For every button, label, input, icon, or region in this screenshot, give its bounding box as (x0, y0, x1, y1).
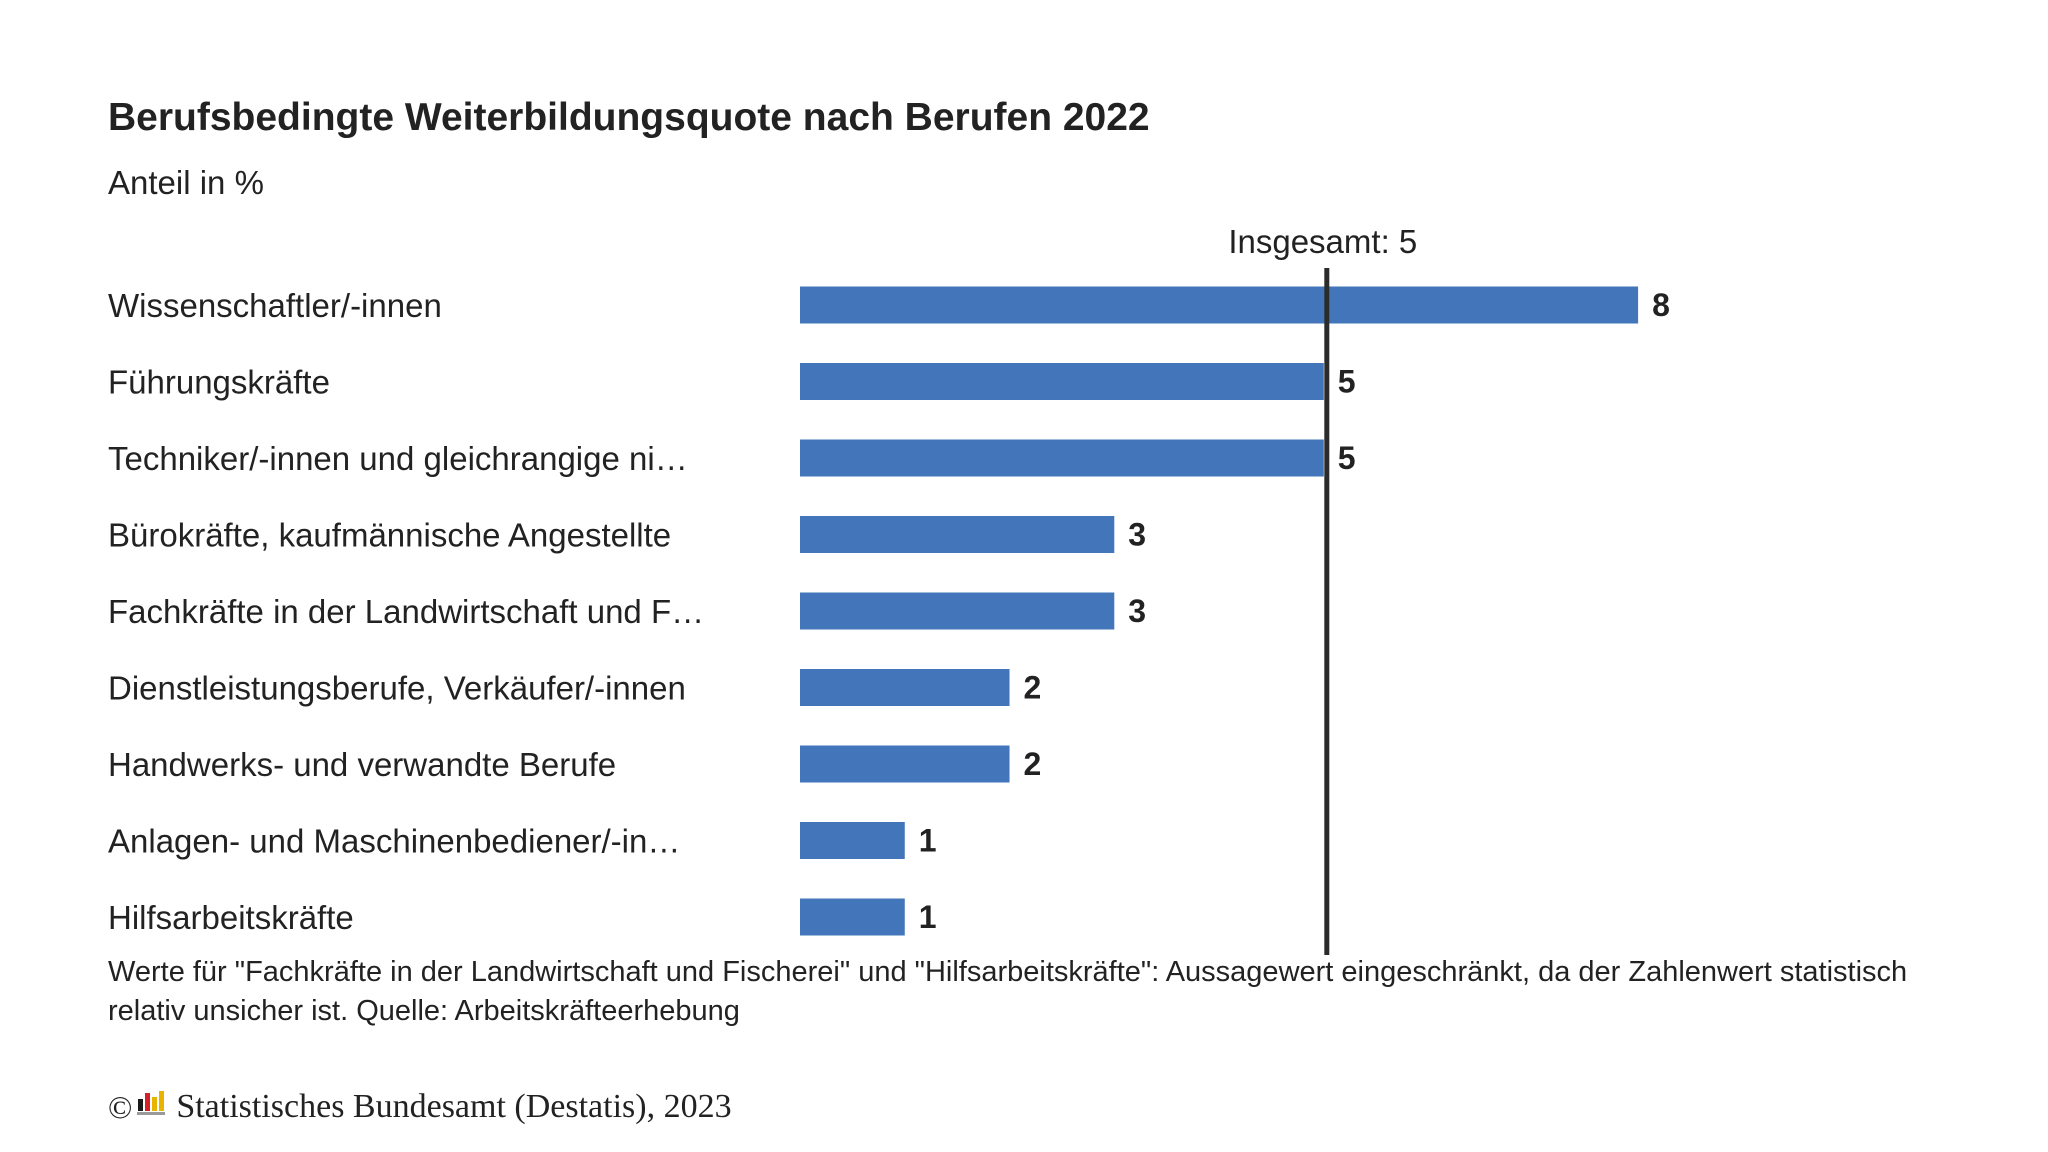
chart-footnote: Werte für "Fachkräfte in der Landwirtsch… (108, 956, 1908, 1027)
value-label: 5 (1338, 364, 1356, 400)
category-label: Techniker/-innen und gleichrangige ni… (108, 440, 688, 477)
category-label: Handwerks- und verwandte Berufe (108, 746, 616, 783)
category-label: Wissenschaftler/-innen (108, 287, 442, 324)
copyright-line: © Statistisches Bundesamt (Destatis), 20… (108, 1088, 732, 1126)
value-label: 1 (919, 899, 937, 935)
value-label: 3 (1128, 593, 1146, 629)
chart-title: Berufsbedingte Weiterbildungsquote nach … (108, 96, 1150, 139)
value-label: 8 (1652, 287, 1670, 323)
bar (800, 516, 1115, 553)
value-label: 1 (919, 823, 937, 859)
category-label: Bürokräfte, kaufmännische Angestellte (108, 517, 671, 554)
bar (800, 669, 1010, 706)
destatis-logo-icon (136, 1088, 166, 1126)
value-label: 2 (1024, 746, 1042, 782)
value-label: 3 (1128, 517, 1146, 553)
copyright-text: Statistisches Bundesamt (Destatis), 2023 (176, 1088, 732, 1125)
category-label: Führungskräfte (108, 364, 330, 401)
category-label: Fachkräfte in der Landwirtschaft und F… (108, 593, 704, 630)
value-label: 2 (1024, 670, 1042, 706)
bar-chart: Wissenschaftler/-innen 8 Führungskräfte 5 Te… (108, 223, 1670, 955)
bar (800, 898, 905, 936)
bar (800, 439, 1324, 477)
value-label: 5 (1338, 440, 1356, 476)
chart-subtitle: Anteil in % (108, 164, 264, 201)
reference-line-label: Insgesamt: 5 (1228, 223, 1417, 260)
copyright-symbol: © (108, 1088, 133, 1125)
category-label: Anlagen- und Maschinenbediener/-in… (108, 823, 680, 860)
category-label: Hilfsarbeitskräfte (108, 899, 354, 936)
bar (800, 822, 905, 859)
bar (800, 745, 1010, 783)
category-label: Dienstleistungsberufe, Verkäufer/-innen (108, 670, 686, 707)
bar (800, 363, 1324, 400)
bar (800, 286, 1639, 324)
bar (800, 592, 1115, 630)
